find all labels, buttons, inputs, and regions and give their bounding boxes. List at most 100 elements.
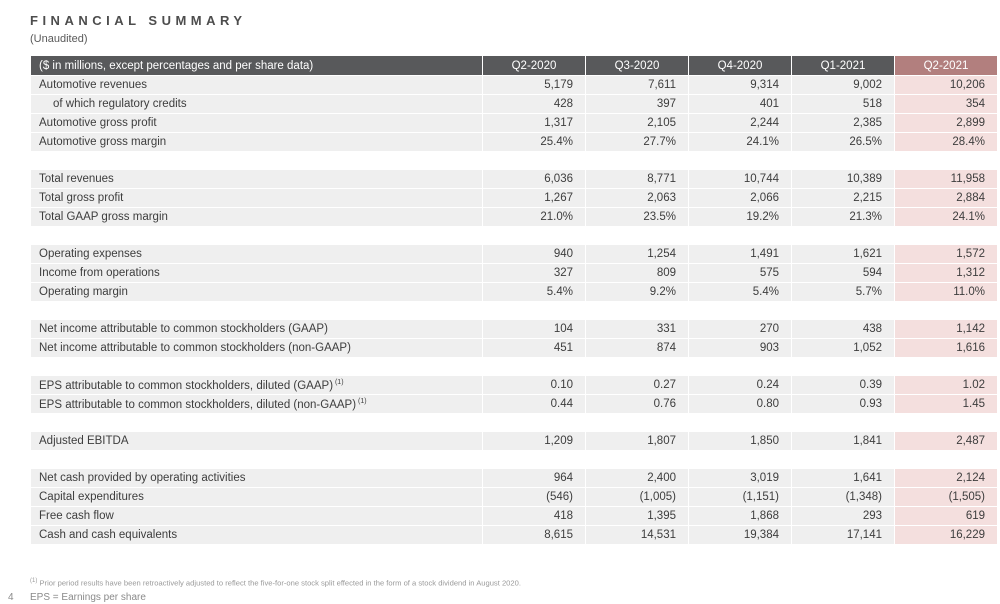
value-cell: 2,105: [585, 113, 689, 133]
table-row: Total GAAP gross margin 21.0% 23.5% 19.2% 21…: [30, 207, 998, 227]
value-cell: 518: [791, 94, 895, 114]
value-cell: 0.39: [791, 375, 895, 395]
value-cell: 1,317: [482, 113, 586, 133]
value-cell: 8,771: [585, 169, 689, 189]
value-cell: 401: [688, 94, 792, 114]
value-cell: 25.4%: [482, 132, 586, 152]
value-cell: 0.27: [585, 375, 689, 395]
value-cell: 1,572: [894, 244, 998, 264]
row-label: Operating expenses: [30, 244, 483, 264]
spacer-row: [30, 226, 998, 245]
footnote-stock-split: (1) Prior period results have been retro…: [30, 578, 521, 588]
value-cell: 0.80: [688, 394, 792, 414]
spacer-row: [30, 301, 998, 320]
value-cell: 10,744: [688, 169, 792, 189]
table-body: Automotive revenues 5,179 7,611 9,314 9,002 1…: [30, 75, 998, 545]
value-cell: 24.1%: [894, 207, 998, 227]
value-cell: (1,348): [791, 487, 895, 507]
value-cell: 940: [482, 244, 586, 264]
table-row: EPS attributable to common stockholders,…: [30, 375, 998, 395]
value-cell: 19.2%: [688, 207, 792, 227]
value-cell: 27.7%: [585, 132, 689, 152]
table-header-label: ($ in millions, except percentages and p…: [30, 55, 483, 76]
value-cell: 0.76: [585, 394, 689, 414]
row-label: Net income attributable to common stockh…: [30, 338, 483, 358]
value-cell: 331: [585, 319, 689, 339]
value-cell: 5.4%: [482, 282, 586, 302]
value-cell: 2,400: [585, 468, 689, 488]
value-cell: 21.0%: [482, 207, 586, 227]
value-cell: 903: [688, 338, 792, 358]
value-cell: 2,244: [688, 113, 792, 133]
value-cell: 1,807: [585, 431, 689, 451]
column-header-q3-2020: Q3-2020: [585, 55, 689, 76]
value-cell: 16,229: [894, 525, 998, 545]
value-cell: 1,312: [894, 263, 998, 283]
value-cell: 354: [894, 94, 998, 114]
value-cell: 1,209: [482, 431, 586, 451]
value-cell: 28.4%: [894, 132, 998, 152]
table-row: Automotive gross profit 1,317 2,105 2,244 2,…: [30, 113, 998, 133]
table-row: Income from operations 327 809 575 594 1,312: [30, 263, 998, 283]
value-cell: 594: [791, 263, 895, 283]
spacer-row: [30, 357, 998, 376]
value-cell: 2,487: [894, 431, 998, 451]
value-cell: 8,615: [482, 525, 586, 545]
table-row: Operating expenses 940 1,254 1,491 1,621 1,57…: [30, 244, 998, 264]
footnote-marker: (1): [333, 378, 344, 386]
table-row: Capital expenditures (546) (1,005) (1,151)(…: [30, 487, 998, 507]
value-cell: 7,611: [585, 75, 689, 95]
value-cell: 1,616: [894, 338, 998, 358]
row-label: Automotive gross profit: [30, 113, 483, 133]
row-label: Total GAAP gross margin: [30, 207, 483, 227]
row-label: Free cash flow: [30, 506, 483, 526]
table-row: Net income attributable to common stockh…: [30, 338, 998, 358]
value-cell: 14,531: [585, 525, 689, 545]
value-cell: 21.3%: [791, 207, 895, 227]
column-header-q2-2021: Q2-2021: [894, 55, 998, 76]
footnote-marker: (1): [356, 397, 367, 405]
row-label: Capital expenditures: [30, 487, 483, 507]
row-label: Total gross profit: [30, 188, 483, 208]
table-header-row: ($ in millions, except percentages and p…: [30, 55, 998, 76]
value-cell: 11,958: [894, 169, 998, 189]
value-cell: 619: [894, 506, 998, 526]
row-label: Net income attributable to common stockh…: [30, 319, 483, 339]
column-header-q2-2020: Q2-2020: [482, 55, 586, 76]
row-label: Automotive gross margin: [30, 132, 483, 152]
row-label: Total revenues: [30, 169, 483, 189]
table-row: Adjusted EBITDA 1,209 1,807 1,850 1,841 2,487: [30, 431, 998, 451]
value-cell: 17,141: [791, 525, 895, 545]
value-cell: 1.45: [894, 394, 998, 414]
value-cell: 327: [482, 263, 586, 283]
page-subtitle: (Unaudited): [30, 33, 88, 45]
value-cell: 6,036: [482, 169, 586, 189]
value-cell: 23.5%: [585, 207, 689, 227]
value-cell: 10,206: [894, 75, 998, 95]
footer: 4 EPS = Earnings per share: [8, 592, 146, 603]
value-cell: 1,254: [585, 244, 689, 264]
table-row: Automotive gross margin 25.4% 27.7% 24.1% 26…: [30, 132, 998, 152]
value-cell: 3,019: [688, 468, 792, 488]
value-cell: 293: [791, 506, 895, 526]
table-row: Total gross profit 1,267 2,063 2,066 2,215 2,…: [30, 188, 998, 208]
value-cell: 2,124: [894, 468, 998, 488]
value-cell: 575: [688, 263, 792, 283]
spacer-row: [30, 151, 998, 170]
value-cell: 0.10: [482, 375, 586, 395]
value-cell: 1,841: [791, 431, 895, 451]
column-header-q1-2021: Q1-2021: [791, 55, 895, 76]
value-cell: 270: [688, 319, 792, 339]
value-cell: 5,179: [482, 75, 586, 95]
spacer-row: [30, 450, 998, 469]
value-cell: 1,621: [791, 244, 895, 264]
value-cell: 2,899: [894, 113, 998, 133]
value-cell: 1,641: [791, 468, 895, 488]
value-cell: 10,389: [791, 169, 895, 189]
table-row: of which regulatory credits 428 397 401 518 3…: [30, 94, 998, 114]
footnote-text: Prior period results have been retroacti…: [39, 578, 521, 588]
value-cell: 964: [482, 468, 586, 488]
value-cell: 5.7%: [791, 282, 895, 302]
page-title: FINANCIAL SUMMARY: [30, 13, 247, 28]
row-label: of which regulatory credits: [30, 94, 483, 114]
